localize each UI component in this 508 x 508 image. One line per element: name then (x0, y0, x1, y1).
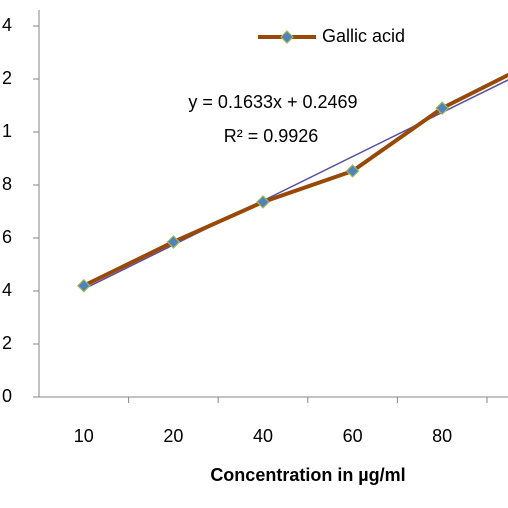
y-tick-label: 8 (2, 174, 12, 194)
y-tick-label: 1 (2, 121, 12, 141)
trend-equation: y = 0.1633x + 0.2469 (188, 92, 357, 112)
marker (76, 278, 91, 293)
x-tick-label: 60 (343, 426, 363, 446)
y-tick-label: 0 (2, 386, 12, 406)
y-tick-label: 2 (2, 68, 12, 88)
marker (435, 101, 450, 115)
legend-label: Gallic acid (322, 26, 405, 46)
marker (345, 164, 360, 178)
trend-r2: R² = 0.9926 (224, 126, 319, 146)
series-line (82, 72, 508, 288)
x-tick-label: 10 (74, 426, 94, 446)
x-tick-label: 40 (253, 426, 273, 446)
y-tick-label: 2 (2, 333, 12, 353)
trendline (83, 79, 508, 290)
x-tick-label: 20 (163, 426, 183, 446)
marker (256, 195, 270, 209)
y-tick-label: 4 (2, 280, 12, 300)
y-tick-label: 4 (2, 15, 12, 35)
x-axis-label: Concentration in µg/ml (210, 465, 405, 485)
x-tick-label: 80 (432, 426, 452, 446)
marker (166, 235, 181, 249)
legend-marker (280, 30, 294, 44)
y-tick-label: 6 (2, 227, 12, 247)
